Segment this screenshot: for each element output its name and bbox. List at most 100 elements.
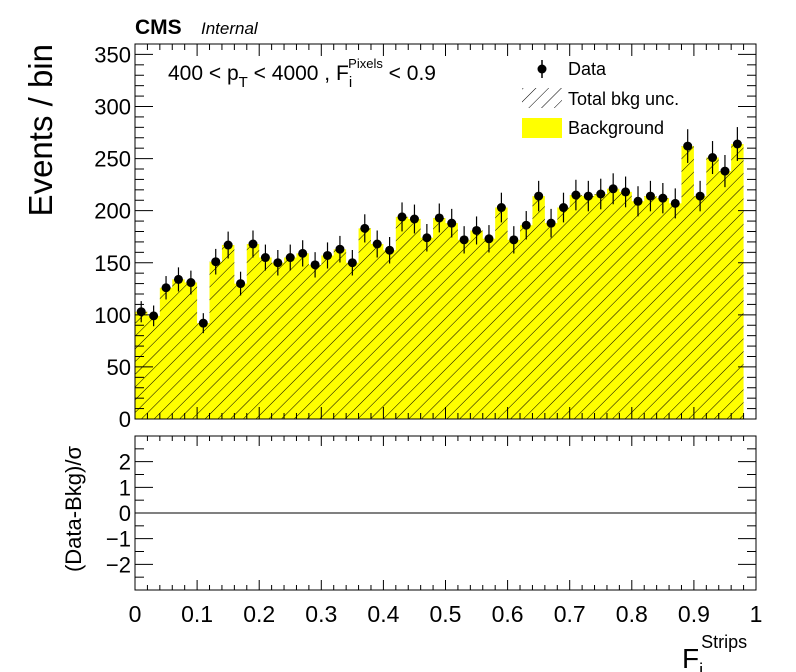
main-y-tick-label: 250 [94,147,131,172]
data-point [161,276,171,300]
ratio-y-tick-label: −2 [106,552,131,577]
data-point [633,186,643,217]
x-tick-label: 0 [129,601,142,627]
main-plot-frame [134,43,757,420]
x-tick-label: 0.8 [616,601,648,627]
data-point [708,141,718,175]
data-point [260,244,270,271]
cut-label-pt-sub: T [239,74,248,91]
data-point [608,173,618,205]
x-tick-labels: 0 0.1 0.2 0.3 0.4 0.5 0.6 0.7 0.8 0.9 1 [129,601,763,627]
x-tick-label: 0.3 [305,601,337,627]
data-point [223,231,233,259]
data-point [459,226,469,254]
cut-label-middle: < 4000 , F [248,62,349,85]
data-point [409,204,419,234]
data-point [149,305,159,327]
x-tick-label: 0.6 [492,601,524,627]
data-point [683,129,693,163]
data-point [558,192,568,223]
data-point [596,178,606,210]
data-point [335,235,345,263]
data-point [472,216,482,245]
data-points [136,127,742,334]
data-point [496,192,506,223]
legend: Data Total bkg unc. Background [522,59,679,138]
data-point [695,180,705,212]
data-point [621,176,631,208]
data-point [347,249,357,276]
main-y-tick-label: 150 [94,251,131,276]
main-y-tick-label: 0 [119,407,131,432]
ratio-y-tick-label: −1 [106,527,131,552]
data-point [484,225,494,253]
data-point [732,127,742,161]
main-panel: 0 50 100 150 200 250 300 350 Events / bin 400 <… [22,42,757,432]
x-tick-label: 0.4 [367,601,399,627]
data-point [236,271,246,296]
data-point [211,248,221,275]
data-point [509,226,519,254]
data-point [534,180,544,212]
data-point [521,211,531,240]
x-axis-label-sub: i [699,660,703,672]
data-point [645,180,655,212]
data-point [298,240,308,267]
data-point [186,270,196,295]
cut-label-f-sup: Pixels [348,56,383,71]
data-point [658,182,668,214]
x-axis-label-sup: Strips [701,632,747,652]
data-point [385,236,395,264]
ratio-y-tick-label: 2 [119,450,131,475]
data-point [323,242,333,269]
legend-entry-unc: Total bkg unc. [522,88,679,109]
x-tick-label: 0.9 [678,601,710,627]
ratio-y-tick-label: 1 [119,475,131,500]
x-axis-label: Fi Strips [682,632,747,672]
cut-label-prefix: 400 < p [168,62,239,85]
ratio-y-tick-label: 0 [119,501,131,526]
legend-entry-background: Background [522,118,664,138]
main-y-tick-label: 50 [107,355,131,380]
data-point [434,203,444,233]
main-y-tick-label: 350 [94,42,131,67]
cut-label-suffix: < 0.9 [383,62,436,85]
data-point [372,230,382,258]
x-tick-label: 0.7 [554,601,586,627]
legend-data-marker [537,64,547,74]
background-uncertainty-hatch [135,144,744,419]
x-tick-label: 0.5 [430,601,462,627]
data-point [360,214,370,243]
main-y-tick-label: 200 [94,199,131,224]
x-tick-label: 1 [750,601,763,627]
data-point [546,208,556,238]
x-tick-label: 0.1 [181,601,213,627]
legend-label-background: Background [568,118,664,138]
data-point [273,249,283,276]
background-histogram [135,144,744,419]
data-point [670,188,680,219]
legend-label-data: Data [568,59,607,79]
legend-label-unc: Total bkg unc. [568,89,679,109]
cut-label: 400 < pT < 4000 , Fi Pixels < 0.9 [168,56,436,91]
data-point [571,179,581,211]
data-point [422,224,432,252]
cut-label-f-sub: i [349,74,352,91]
ratio-y-axis-label: (Data-Bkg)/σ [61,446,86,572]
data-point [310,252,320,278]
ratio-axis-ticks [134,435,757,591]
main-y-tick-label: 100 [94,303,131,328]
data-point [583,180,593,212]
data-point [198,313,208,334]
data-point [136,301,146,323]
data-point [173,267,183,292]
main-y-tick-labels: 0 50 100 150 200 250 300 350 [94,42,131,432]
internal-label: Internal [201,19,259,38]
x-tick-label: 0.2 [243,601,275,627]
x-axis-label-main: F [682,643,699,672]
data-point [447,208,457,238]
main-y-axis-label: Events / bin [22,44,59,216]
data-point [248,230,258,258]
